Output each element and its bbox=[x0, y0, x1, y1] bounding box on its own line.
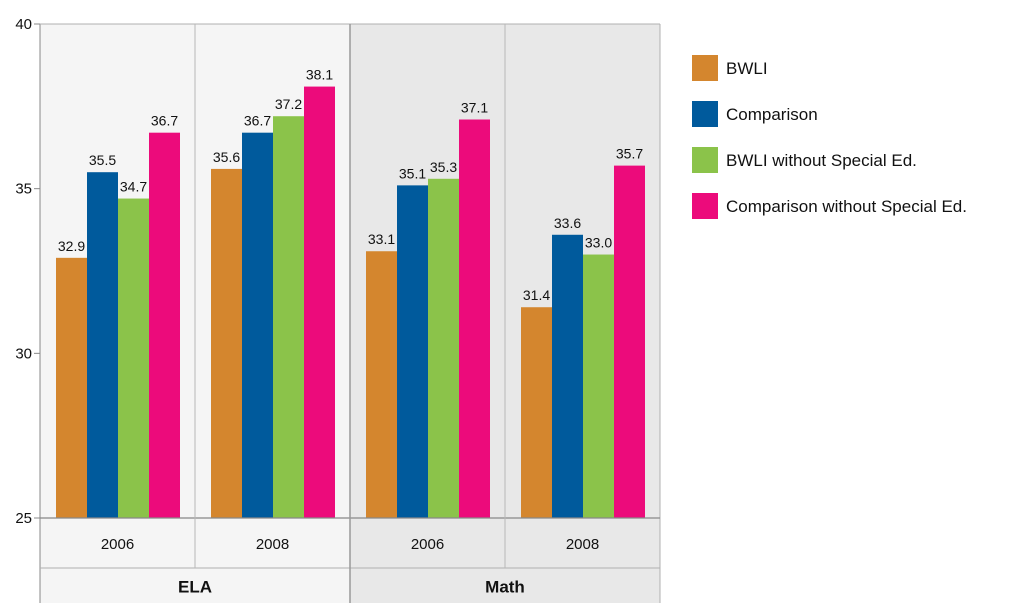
bar bbox=[614, 165, 645, 518]
data-label: 35.6 bbox=[213, 149, 240, 165]
bars bbox=[56, 86, 645, 519]
group-label: ELA bbox=[178, 578, 212, 597]
bar bbox=[366, 251, 397, 519]
y-tick-label: 40 bbox=[15, 16, 32, 33]
group-label: Math bbox=[485, 578, 525, 597]
data-label: 35.1 bbox=[399, 165, 426, 181]
data-label: 32.9 bbox=[58, 238, 85, 254]
bar bbox=[211, 168, 242, 518]
legend-swatch bbox=[692, 193, 718, 219]
legend-label: Comparison without Special Ed. bbox=[726, 197, 967, 216]
bar bbox=[87, 172, 118, 518]
bar bbox=[521, 307, 552, 518]
legend: BWLI Comparison BWLI without Special Ed. Co… bbox=[692, 55, 967, 219]
bar bbox=[242, 132, 273, 518]
data-label: 35.3 bbox=[430, 159, 457, 175]
bar bbox=[304, 86, 335, 518]
bar bbox=[583, 254, 614, 519]
category-label: 2006 bbox=[411, 536, 444, 553]
y-tick-label: 35 bbox=[15, 181, 32, 198]
bar bbox=[428, 178, 459, 518]
legend-label: BWLI without Special Ed. bbox=[726, 151, 917, 170]
data-label: 36.7 bbox=[244, 113, 271, 129]
bar bbox=[56, 257, 87, 518]
y-tick-label: 25 bbox=[15, 510, 32, 527]
bar bbox=[397, 185, 428, 518]
bar bbox=[273, 116, 304, 519]
data-label: 35.5 bbox=[89, 152, 116, 168]
legend-swatch bbox=[692, 147, 718, 173]
data-label: 37.1 bbox=[461, 100, 488, 116]
category-label: 2008 bbox=[566, 536, 599, 553]
legend-swatch bbox=[692, 55, 718, 81]
data-label: 35.7 bbox=[616, 146, 643, 162]
data-label: 33.6 bbox=[554, 215, 581, 231]
legend-label: Comparison bbox=[726, 105, 818, 124]
y-tick-label: 30 bbox=[15, 345, 32, 362]
axes: 25 30 35 40 2006 2008 ELA 2006 2008 Math bbox=[15, 16, 661, 603]
data-label: 33.1 bbox=[368, 231, 395, 247]
data-label: 33.0 bbox=[585, 235, 612, 251]
bar bbox=[552, 234, 583, 519]
bar bbox=[149, 132, 180, 518]
data-label: 31.4 bbox=[523, 287, 550, 303]
bar bbox=[459, 119, 490, 519]
data-label: 38.1 bbox=[306, 67, 333, 83]
data-label: 34.7 bbox=[120, 179, 147, 195]
category-label: 2006 bbox=[101, 536, 134, 553]
legend-swatch bbox=[692, 101, 718, 127]
category-label: 2008 bbox=[256, 536, 289, 553]
data-label: 37.2 bbox=[275, 96, 302, 112]
legend-label: BWLI bbox=[726, 59, 768, 78]
data-label: 36.7 bbox=[151, 113, 178, 129]
bar bbox=[118, 198, 149, 518]
data-labels: 32.935.534.736.735.636.737.238.133.135.1… bbox=[58, 67, 643, 304]
